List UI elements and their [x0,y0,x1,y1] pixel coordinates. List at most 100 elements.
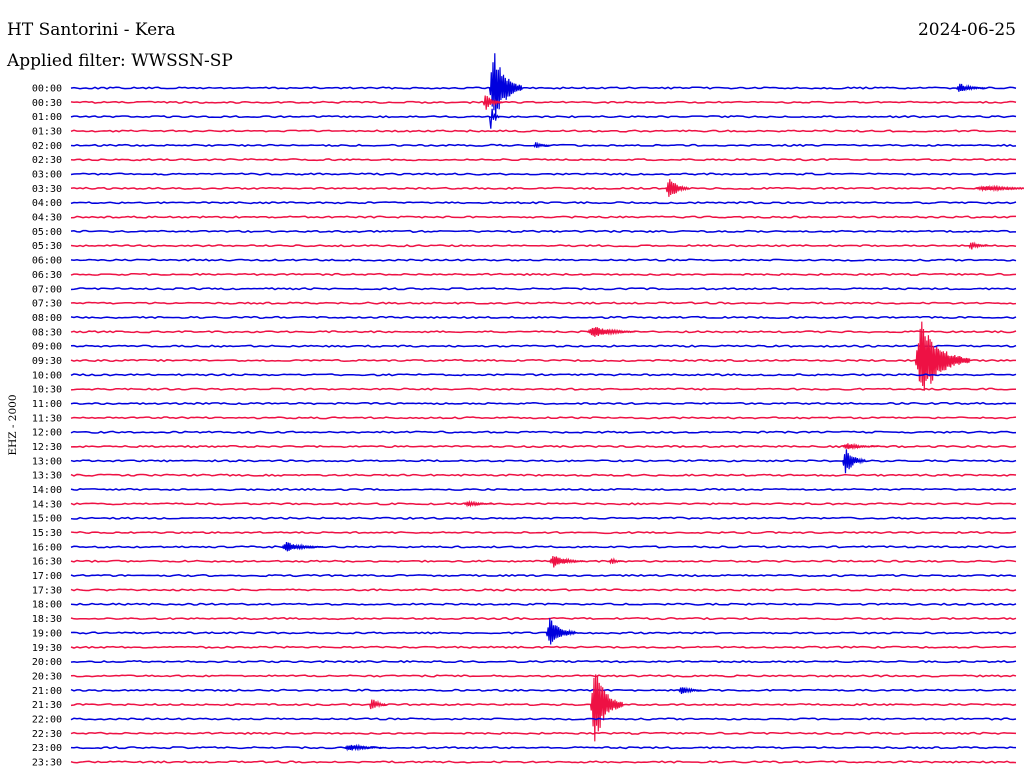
trace-time-label: 03:00 [32,170,62,181]
trace-time-label: 04:30 [32,213,62,224]
seismic-trace [70,530,1017,535]
trace-time-label: 18:00 [32,600,62,611]
trace-time-label: 13:30 [32,471,62,482]
seismic-event [369,699,387,710]
seismic-trace [70,573,1017,578]
seismic-trace [70,287,1017,291]
seismic-event [281,542,324,552]
seismic-trace [70,616,1017,621]
seismic-trace [70,115,1017,119]
seismic-trace [70,344,1017,348]
seismic-trace [70,301,1017,305]
seismic-trace [70,172,1017,176]
seismic-trace [70,588,1017,592]
trace-time-label: 01:30 [32,127,62,138]
seismic-trace [70,645,1017,649]
seismic-trace [70,201,1017,205]
seismic-trace [70,373,1017,377]
trace-time-label: 12:00 [32,428,62,439]
seismic-event [842,449,867,474]
trace-time-label: 23:00 [32,743,62,754]
seismic-trace [70,358,1017,363]
seismic-event [608,557,624,565]
station-title: HT Santorini - Kera [7,20,176,40]
seismic-trace [70,516,1017,520]
seismic-trace [70,215,1017,219]
trace-time-label: 15:30 [32,528,62,539]
date-label: 2024-06-25 [917,20,1016,40]
trace-time-label: 09:30 [32,356,62,367]
trace-time-label: 13:00 [32,456,62,467]
trace-time-label: 19:30 [32,643,62,654]
trace-time-label: 08:00 [32,313,62,324]
trace-time-label: 05:30 [32,241,62,252]
trace-time-label: 18:30 [32,614,62,625]
trace-time-label: 20:30 [32,671,62,682]
trace-time-label: 08:30 [32,327,62,338]
trace-time-label: 23:30 [32,757,62,768]
seismic-event [842,442,879,450]
trace-time-label: 19:00 [32,628,62,639]
seismic-trace [70,473,1017,477]
trace-time-label: 02:30 [32,155,62,166]
trace-time-label: 02:00 [32,141,62,152]
seismic-trace [70,717,1017,721]
seismic-trace [70,602,1017,606]
seismic-trace [70,487,1017,492]
trace-time-label: 10:00 [32,370,62,381]
seismic-trace [70,315,1017,320]
seismic-event [482,95,504,110]
seismic-trace [70,631,1017,635]
trace-time-label: 21:30 [32,700,62,711]
seismic-trace [70,559,1017,563]
seismic-event [665,179,690,197]
trace-time-label: 00:30 [32,98,62,109]
seismic-trace [70,100,1017,104]
y-axis-label: EHZ - 2000 [7,394,19,455]
trace-time-label: 16:30 [32,557,62,568]
trace-time-label: 17:00 [32,571,62,582]
seismic-event [344,743,387,752]
trace-time-label: 16:00 [32,542,62,553]
seismic-event [968,241,989,250]
trace-time-label: 21:00 [32,686,62,697]
trace-group [70,53,1024,764]
seismic-event [464,499,494,508]
trace-time-label: 00:00 [32,84,62,95]
trace-time-label: 03:30 [32,184,62,195]
trace-time-label: 12:30 [32,442,62,453]
seismic-trace [70,387,1017,391]
trace-time-label: 14:30 [32,499,62,510]
seismic-trace [70,731,1017,735]
seismic-event [589,674,624,742]
seismic-trace [70,459,1017,463]
trace-time-label: 17:30 [32,585,62,596]
seismic-trace [70,674,1017,678]
trace-time-label: 10:30 [32,385,62,396]
seismic-trace [70,545,1017,549]
seismic-event [955,83,986,92]
trace-time-label: 05:00 [32,227,62,238]
seismic-trace [70,229,1016,233]
trace-time-label: 11:30 [32,413,62,424]
trace-time-label: 22:30 [32,729,62,740]
trace-time-label: 09:00 [32,342,62,353]
seismic-trace [70,129,1017,133]
filter-label: Applied filter: WWSSN-SP [7,51,233,71]
seismic-event [545,618,577,645]
trace-time-label: 07:30 [32,299,62,310]
seismic-event [975,184,1024,193]
trace-time-label: 04:00 [32,198,62,209]
trace-time-label: 22:00 [32,714,62,725]
seismic-event [678,686,703,694]
seismic-trace [70,502,1017,506]
seismic-trace [70,158,1017,162]
seismic-trace [70,244,1017,248]
seismic-trace [70,659,1017,664]
seismic-trace [70,86,1017,90]
seismic-trace [70,330,1017,334]
seismic-trace [70,186,1017,190]
seismic-event [488,108,501,129]
trace-time-label: 15:00 [32,514,62,525]
